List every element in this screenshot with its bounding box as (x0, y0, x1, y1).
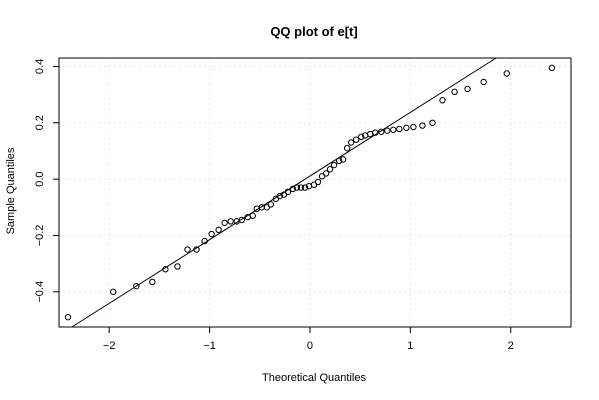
data-point (390, 126, 397, 134)
data-point (548, 64, 556, 72)
data-point (343, 144, 351, 152)
data-point (330, 161, 338, 169)
data-point (347, 139, 355, 146)
data-point (335, 157, 343, 165)
data-point (174, 263, 181, 270)
data-point (322, 170, 330, 177)
data-point (451, 88, 458, 96)
data-point (227, 218, 234, 225)
data-point (215, 226, 222, 234)
data-point (384, 127, 391, 134)
data-point (326, 166, 334, 173)
data-point (110, 288, 117, 295)
data-point (301, 184, 309, 191)
y-tick-label: 0.2 (34, 115, 46, 130)
x-tick-label: −1 (203, 340, 216, 352)
qq-reference-line (71, 57, 497, 328)
data-point (249, 212, 256, 219)
data-point (184, 246, 191, 253)
x-axis-label: Theoretical Quantiles (262, 372, 366, 384)
data-point (293, 184, 301, 191)
data-point (149, 278, 156, 286)
data-point (403, 124, 410, 132)
plot-frame (58, 57, 572, 328)
data-point (133, 282, 140, 290)
x-tick-label: 1 (407, 340, 413, 352)
data-point (238, 216, 245, 224)
y-axis-ticks: −0.4 −0.2 0.0 0.2 0.4 (34, 59, 59, 303)
data-point (221, 219, 228, 226)
y-tick-label: −0.2 (34, 225, 46, 247)
data-point (357, 133, 365, 141)
data-point (276, 192, 284, 200)
data-point (314, 178, 322, 186)
data-point (64, 313, 72, 321)
data-point (193, 246, 200, 253)
data-point (429, 119, 436, 126)
data-point (464, 85, 471, 93)
data-point (162, 266, 169, 273)
data-point (208, 230, 215, 238)
chart-title: QQ plot of e[t] (270, 24, 357, 39)
y-tick-label: −0.4 (34, 281, 46, 303)
data-point (419, 122, 426, 129)
y-tick-label: 0.0 (34, 171, 46, 186)
data-point (503, 70, 510, 77)
data-point (284, 188, 292, 195)
data-point (352, 136, 360, 143)
data-point (439, 97, 446, 104)
x-tick-label: 2 (508, 340, 514, 352)
data-point (378, 128, 385, 135)
data-point (410, 123, 417, 131)
data-point (396, 125, 403, 133)
data-point (297, 184, 305, 191)
x-tick-label: −2 (103, 340, 116, 352)
data-points (64, 64, 556, 321)
data-point (267, 201, 275, 208)
data-point (201, 237, 208, 245)
grid-lines (59, 58, 571, 327)
x-axis-ticks: −2 −1 0 1 2 (103, 327, 514, 352)
y-axis-label: Sample Quantiles (5, 147, 17, 234)
data-point (289, 185, 297, 193)
data-point (480, 78, 487, 86)
reference-line-group (71, 57, 497, 328)
data-point (339, 156, 347, 163)
y-tick-label: 0.4 (34, 59, 46, 74)
x-tick-label: 0 (307, 340, 313, 352)
data-point (372, 129, 379, 136)
